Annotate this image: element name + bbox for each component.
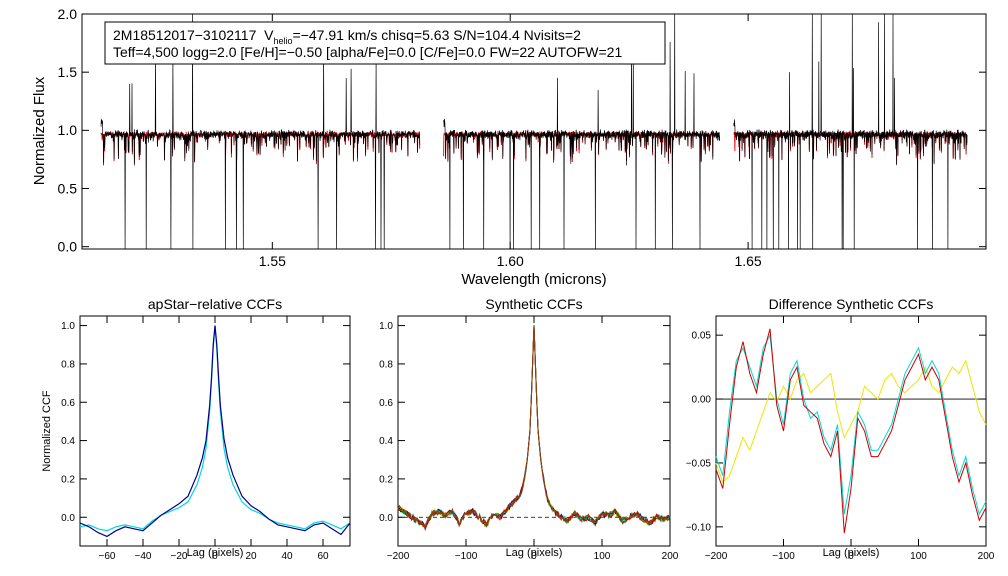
synthetic-ccf-brown-line [397,325,671,528]
annotation-line-2: Teff=4,500 logg=2.0 [Fe/H]=−0.50 [alpha/… [113,44,622,60]
ccf-synthetic-ytick-label: 0.2 [379,474,393,485]
ccf-apstar-plot-frame [79,315,351,547]
ccf-visit-1-line [79,325,351,532]
ccf-difference-title: Difference Synthetic CCFs [769,296,934,312]
ccf-apstar-title: apStar−relative CCFs [148,296,282,312]
spectrum-ticks: 1.55 1.60 1.65 0.0 0.5 1.0 1.5 2.0 [58,6,986,269]
ccf-synthetic-xtick-label: −200 [387,551,410,562]
annotation-velocity-symbol: V [264,27,274,43]
ccf-apstar-series [79,325,351,538]
ccf-synthetic-title: Synthetic CCFs [485,296,582,312]
ccf-synthetic-xtick-label: −100 [455,551,478,562]
spectrum-ytick-label: 1.0 [58,122,78,138]
annotation-velocity-values: =−47.91 km/s chisq=5.63 S/N=104.4 Nvisit… [293,27,582,43]
ccf-difference-xlabel: Lag (pixels) [823,547,880,559]
ccf-apstar-xtick-label: 0 [212,551,218,562]
spectrum-plot-frame [81,13,987,250]
ccf-difference-xtick-label: 200 [978,551,995,562]
ccf-apstar-xtick-label: −60 [99,551,116,562]
ccf-difference-ytick-label: −0.10 [686,522,712,533]
ccf-difference-ticks: −200 −100 0 100 200 −0.10 −0.05 0.00 0.05 [686,316,995,562]
synthetic-ccf-red-line [397,324,671,532]
ccf-synthetic-xtick-label: 0 [531,551,537,562]
ccf-difference-xtick-label: 0 [848,551,854,562]
difference-cyan-line [715,333,987,516]
ccf-difference-ytick-label: 0.00 [692,395,712,406]
ccf-difference-xtick-label: −200 [705,551,728,562]
ccf-synthetic-series [397,324,671,532]
ccf-apstar-ytick-label: 0.4 [61,436,75,447]
ccf-apstar-ticks: −60 −40 −20 0 20 40 60 0.0 0.2 0.4 0.6 0.8 1.0 [61,316,350,562]
spectrum-panel: 1.55 1.60 1.65 0.0 0.5 1.0 1.5 2.0 2M18512017−3… [31,6,987,288]
synthetic-ccf-yellow-line [397,326,671,529]
ccf-apstar-ytick-label: 0.2 [61,474,75,485]
ccf-apstar-xlabel: Lag (pixels) [187,547,244,559]
ccf-difference-series [715,328,987,534]
annotation-line-1: 2M18512017−3102117 Vhelio=−47.91 km/s ch… [113,27,581,46]
ccf-apstar-ytick-label: 0.6 [61,398,75,409]
ccf-apstar-ytick-label: 0.0 [61,513,75,524]
synthetic-ccf-cyan-line [397,325,671,528]
ccf-visit-2-line [79,325,351,538]
ccf-apstar-xtick-label: 40 [281,551,293,562]
annotation-star-id: 2M18512017−3102117 [113,27,257,43]
spectrum-ylabel: Normalized Flux [31,76,48,185]
ccf-apstar-xtick-label: −20 [171,551,188,562]
ccf-synthetic-ytick-label: 1.0 [379,321,393,332]
spectrum-ytick-label: 0.0 [58,239,78,255]
difference-yellow-line [715,359,987,483]
annotation-box [104,21,666,65]
synthetic-ccf-blue-line [397,325,671,531]
ccf-apstar-xtick-label: −40 [135,551,152,562]
spectrum-series-observed [100,13,968,250]
spectrum-observed-chip-1 [100,13,421,250]
ccf-synthetic-xtick-label: 200 [662,551,679,562]
ccf-synthetic-ytick-label: 0.4 [379,436,393,447]
spectrum-xtick-label: 1.65 [734,253,761,269]
ccf-synthetic-ytick-label: 0.6 [379,398,393,409]
spectrum-xlabel: Wavelength (microns) [461,271,606,288]
ccf-synthetic-ytick-label: 0.8 [379,359,393,370]
ccf-synthetic-xtick-label: 100 [594,551,611,562]
spectrum-ytick-label: 2.0 [58,6,78,22]
ccf-apstar-ytick-label: 1.0 [61,321,75,332]
spectrum-observed-chip-2 [443,13,720,250]
ccf-panel-difference: −200 −100 0 100 200 −0.10 −0.05 0.00 0.05 Differ… [686,296,995,562]
ccf-apstar-ylabel: Normalized CCF [41,390,53,472]
ccf-difference-ytick-label: −0.05 [686,458,712,469]
spectrum-xtick-label: 1.60 [497,253,524,269]
spectrum-xtick-label: 1.55 [259,253,286,269]
synthetic-ccf-green-line [397,326,671,528]
ccf-difference-ytick-label: 0.05 [692,331,712,342]
ccf-panel-synthetic: −200 −100 0 100 200 0.0 0.2 0.4 0.6 0.8 1.0 Synthe… [379,296,679,562]
ccf-difference-xtick-label: −100 [772,551,795,562]
difference-red-line [715,328,987,534]
spectrum-ytick-label: 0.5 [58,180,78,196]
spectrum-observed-chip-3 [733,13,968,250]
ccf-apstar-xtick-label: 60 [317,551,329,562]
ccf-apstar-ytick-label: 0.8 [61,359,75,370]
ccf-panel-apstar: −60 −40 −20 0 20 40 60 0.0 0.2 0.4 0.6 0.8 1.0 apSta… [41,296,351,562]
ccf-apstar-xtick-label: 20 [245,551,257,562]
ccf-synthetic-xlabel: Lag (pixels) [506,547,563,559]
annotation-velocity-subscript: helio [274,36,293,46]
ccf-difference-xtick-label: 100 [910,551,927,562]
spectrum-ytick-label: 1.5 [58,64,78,80]
ccf-synthetic-ytick-label: 0.0 [379,513,393,524]
ccf-synthetic-ticks: −200 −100 0 100 200 0.0 0.2 0.4 0.6 0.8 1.0 [379,316,679,562]
